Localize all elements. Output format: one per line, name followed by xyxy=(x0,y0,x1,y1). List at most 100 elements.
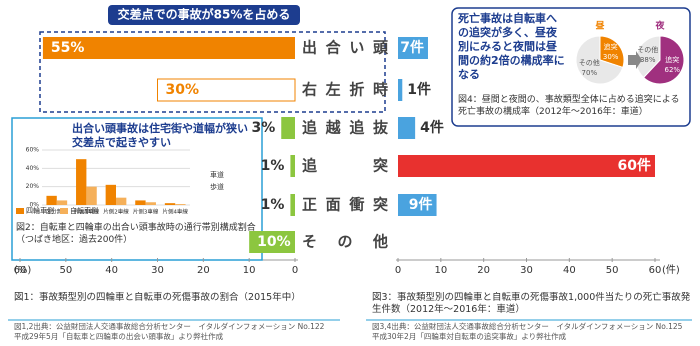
x-tick-label: 50 xyxy=(606,265,619,276)
bar xyxy=(46,195,57,205)
caption-box: 図2：自転車と四輪車の出合い頭事故時の通行帯別構成割合（つばき地区：過去200件… xyxy=(16,223,256,245)
pie-slice xyxy=(635,35,661,79)
x-tick-label: 片側3車線 xyxy=(133,208,159,216)
bar xyxy=(398,79,403,101)
value-label: 4件 xyxy=(420,119,444,136)
lane-label: 歩道 xyxy=(210,182,224,191)
source-box: 図1,2出典：公益財団法人交通事故総合分析センター イタルダインフォメーション … xyxy=(14,322,325,341)
legend-label: 四輪車側 xyxy=(26,206,54,215)
slice-label: 62% xyxy=(664,66,680,74)
category-label: 追突 xyxy=(302,157,388,175)
value-label: 9件 xyxy=(409,196,433,213)
x-tick-label: 20 xyxy=(477,265,490,276)
x-tick-label: 0 xyxy=(292,265,298,276)
caption-box: 図4：昼間と夜間の、事故類型全体に占める追突による死亡事故の構成率（2012年～… xyxy=(458,95,680,117)
caption: 図3：事故類型別の四輪車と自転車の死傷事故1,000件当たりの死亡事故発生件数（… xyxy=(372,292,691,315)
caption: 図2：自転車と四輪車の出合い頭事故時の通行帯別構成割合（つばき地区：過去200件… xyxy=(16,223,256,245)
value-label: 10% xyxy=(257,234,291,250)
x-tick-label: 片側1車線 xyxy=(74,208,100,216)
bar xyxy=(116,197,127,205)
x-tick-label: 区分無し xyxy=(46,208,68,216)
source: 図3,4出典：公益財団法人交通事故総合分析センター イタルダインフォメーション … xyxy=(372,322,683,341)
x-tick-label: 20 xyxy=(197,265,210,276)
legend-label: 自転車側 xyxy=(70,206,98,215)
bar xyxy=(164,203,176,205)
caption-box: 図1：事故類型別の四輪車と自転車の死傷事故の割合（2015年中） xyxy=(14,292,301,303)
value-label: 60件 xyxy=(618,157,651,174)
bar xyxy=(135,200,146,205)
pie-name: 夜 xyxy=(654,20,665,32)
category-label: 右左折時 xyxy=(302,81,388,99)
unit-label: (件) xyxy=(662,264,680,276)
intersection-box xyxy=(39,31,386,113)
x-tick-label: 50 xyxy=(59,265,72,276)
category-label: 出合い頭 xyxy=(302,39,389,57)
bar xyxy=(175,204,186,205)
slice-name: その他 xyxy=(637,45,658,54)
bar xyxy=(157,78,296,102)
x-tick-label: 60 xyxy=(14,265,27,276)
pie-slice xyxy=(575,35,624,85)
value-label: 1件 xyxy=(407,81,431,98)
x-tick-label: 30 xyxy=(151,265,164,276)
note-box: 出合い頭事故は住宅街や道幅が狭い交差点で起きやすい xyxy=(72,122,248,149)
slice-name: その他 xyxy=(579,58,600,67)
x-tick-label: 30 xyxy=(520,265,533,276)
source: 図1,2出典：公益財団法人交通事故総合分析センター イタルダインフォメーション … xyxy=(14,322,325,341)
x-tick-label: 片側4車線 xyxy=(162,208,188,216)
fig4-inset: 死亡事故は自転車への追突が多く、昼夜別にみると夜間は昼間の約2倍の構成率になる … xyxy=(451,7,691,127)
x-tick-label: 40 xyxy=(563,265,576,276)
unit-label: (%) xyxy=(14,265,31,276)
pie-slice xyxy=(642,35,685,85)
slice-name: 追突 xyxy=(604,42,618,51)
caption: 図1：事故類型別の四輪車と自転車の死傷事故の割合（2015年中） xyxy=(14,292,301,303)
bar xyxy=(56,200,68,205)
bar xyxy=(145,202,156,205)
x-tick-label: 60 xyxy=(649,265,662,276)
bar xyxy=(398,155,655,177)
x-tick-label: 10 xyxy=(434,265,447,276)
value-label: 3% xyxy=(251,120,275,136)
y-tick-label: 0% xyxy=(29,202,39,209)
note-box: 死亡事故は自転車への追突が多く、昼夜別にみると夜間は昼間の約2倍の構成率になる xyxy=(458,12,565,81)
caption: 図4：昼間と夜間の、事故類型全体に占める追突による死亡事故の構成率（2012年～… xyxy=(458,95,680,117)
value-label: 30% xyxy=(166,82,200,98)
legend-swatch xyxy=(16,208,24,214)
bar xyxy=(290,155,295,177)
bar xyxy=(398,37,428,59)
bar xyxy=(86,186,97,205)
y-tick-label: 20% xyxy=(26,183,40,190)
bar xyxy=(42,37,295,59)
y-tick-label: 40% xyxy=(26,165,40,172)
note: 死亡事故は自転車への追突が多く、昼夜別にみると夜間は昼間の約2倍の構成率になる xyxy=(458,12,565,81)
x-tick-label: 40 xyxy=(105,265,118,276)
pie-slice xyxy=(599,35,625,69)
bar xyxy=(76,159,87,205)
value-label: 55% xyxy=(51,40,85,56)
x-tick-label: 10 xyxy=(243,265,256,276)
callout: 交差点での事故が85%を占める xyxy=(118,7,291,22)
category-label: 正面衝突 xyxy=(302,196,388,214)
fig2-inset: 出合い頭事故は住宅街や道幅が狭い交差点で起きやすい 図2：自転車と四輪車の出合い… xyxy=(11,117,263,261)
slice-label: 70% xyxy=(582,69,598,77)
x-tick-label: 0 xyxy=(395,265,401,276)
caption-box: 図3：事故類型別の四輪車と自転車の死傷事故1,000件当たりの死亡事故発生件数（… xyxy=(372,292,691,315)
bar xyxy=(398,117,416,139)
slice-name: 追突 xyxy=(665,55,679,64)
category-label: 追越追抜 xyxy=(302,119,389,137)
bar xyxy=(290,194,295,216)
callout-box xyxy=(108,5,300,25)
bar xyxy=(249,231,295,253)
note: 出合い頭事故は住宅街や道幅が狭い交差点で起きやすい xyxy=(72,122,248,149)
pie-name: 昼 xyxy=(595,21,604,32)
legend-swatch xyxy=(60,208,68,214)
value-label: 1% xyxy=(261,158,285,174)
slice-label: 30% xyxy=(603,53,619,61)
value-label: 1% xyxy=(261,197,285,213)
inset-box xyxy=(11,117,263,261)
y-tick-label: 60% xyxy=(26,147,40,154)
value-label: 7件 xyxy=(400,39,424,56)
bar xyxy=(105,184,116,205)
x-tick-label: 片側2車線 xyxy=(103,208,129,216)
